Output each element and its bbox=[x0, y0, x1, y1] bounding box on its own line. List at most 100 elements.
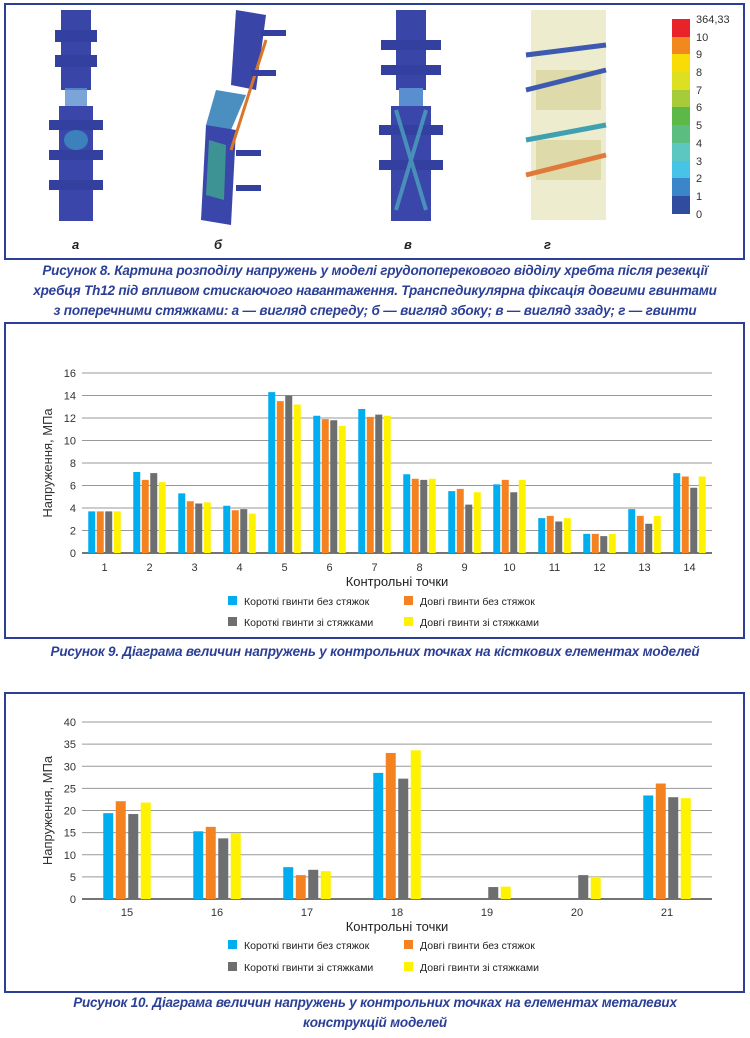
bar-4-series-2 bbox=[231, 510, 239, 553]
bar-19-series-4 bbox=[500, 886, 511, 899]
bar-4-series-1 bbox=[223, 505, 231, 553]
bar-16-series-2 bbox=[205, 826, 216, 899]
caption-line: Рисунок 8. Картина розподілу напружень у… bbox=[42, 263, 708, 278]
bar-5-series-3 bbox=[285, 395, 293, 553]
bar-12-series-1 bbox=[583, 533, 591, 553]
legend-label: Короткі гвинти без стяжок bbox=[244, 596, 370, 608]
y-tick-label: 8 bbox=[70, 458, 76, 470]
bar-3-series-2 bbox=[186, 501, 194, 553]
legend-label: Короткі гвинти зі стяжками bbox=[244, 617, 373, 629]
bar-16-series-4 bbox=[230, 833, 241, 899]
y-tick-label: 4 bbox=[70, 503, 76, 515]
figure-8-frame: а б в г 364,33 10 9 8 7 6 5 4 3 2 1 0 bbox=[4, 3, 745, 260]
y-tick-label: 0 bbox=[70, 548, 76, 560]
legend-swatch bbox=[404, 596, 413, 605]
x-tick-label: 20 bbox=[571, 907, 583, 919]
bar-10-series-2 bbox=[501, 479, 509, 553]
bar-12-series-2 bbox=[591, 533, 599, 553]
bar-14-series-2 bbox=[681, 476, 689, 553]
y-tick-label: 20 bbox=[64, 806, 76, 818]
panel-label-a: а bbox=[72, 237, 80, 252]
x-tick-label: 19 bbox=[481, 907, 493, 919]
colorbar-label: 364,33 bbox=[696, 14, 730, 26]
colorbar-label: 0 bbox=[696, 208, 703, 221]
y-tick-label: 35 bbox=[64, 739, 76, 751]
figure-10-caption: Рисунок 10. Діаграма величин напружень у… bbox=[0, 993, 750, 1033]
bar-20-series-4 bbox=[590, 876, 601, 899]
x-axis-label: Контрольні точки bbox=[346, 919, 449, 934]
bar-1-series-2 bbox=[96, 511, 104, 553]
colorbar-label: 4 bbox=[696, 137, 703, 150]
bar-4-series-3 bbox=[240, 509, 248, 553]
caption-line: конструкцій моделей bbox=[303, 1015, 447, 1030]
bar-7-series-1 bbox=[358, 409, 366, 553]
bar-8-series-1 bbox=[403, 474, 411, 553]
y-axis-label: Напруження, МПа bbox=[40, 408, 55, 518]
colorbar-segment bbox=[672, 19, 690, 37]
y-tick-label: 2 bbox=[70, 526, 76, 538]
bar-21-series-3 bbox=[668, 797, 679, 899]
y-tick-label: 6 bbox=[70, 481, 76, 493]
bar-9-series-3 bbox=[465, 504, 473, 553]
x-tick-label: 14 bbox=[683, 562, 695, 574]
bar-6-series-1 bbox=[313, 415, 321, 553]
y-tick-label: 16 bbox=[64, 368, 76, 380]
colorbar-label: 2 bbox=[696, 173, 703, 186]
bar-8-series-2 bbox=[411, 478, 419, 553]
bar-3-series-1 bbox=[178, 493, 186, 553]
bar-2-series-2 bbox=[141, 479, 149, 553]
x-tick-label: 2 bbox=[146, 562, 152, 574]
stress-colorbar bbox=[672, 19, 690, 214]
y-tick-label: 0 bbox=[70, 894, 76, 906]
y-tick-label: 14 bbox=[64, 391, 76, 403]
bar-13-series-1 bbox=[628, 509, 636, 553]
colorbar-segment bbox=[672, 36, 690, 55]
legend-label: Короткі гвинти без стяжок bbox=[244, 940, 370, 952]
bar-21-series-1 bbox=[643, 795, 654, 899]
x-tick-label: 11 bbox=[549, 562, 560, 574]
bar-13-series-4 bbox=[653, 515, 661, 553]
legend-swatch bbox=[228, 962, 237, 971]
colorbar-label: 5 bbox=[696, 120, 703, 133]
bar-2-series-4 bbox=[158, 482, 166, 553]
bar-8-series-4 bbox=[428, 478, 436, 553]
screws-view bbox=[525, 10, 607, 220]
colorbar-segment bbox=[672, 195, 690, 214]
bar-18-series-1 bbox=[373, 772, 384, 899]
bar-11-series-4 bbox=[563, 518, 571, 553]
bar-8-series-3 bbox=[420, 479, 428, 553]
bar-14-series-4 bbox=[698, 476, 706, 553]
y-tick-label: 25 bbox=[64, 783, 76, 795]
bar-10-series-3 bbox=[510, 492, 518, 553]
bar-2-series-1 bbox=[133, 472, 141, 553]
x-tick-label: 13 bbox=[638, 562, 650, 574]
bar-5-series-1 bbox=[268, 392, 276, 553]
bar-10-series-1 bbox=[493, 484, 501, 553]
bar-11-series-3 bbox=[555, 521, 563, 553]
bar-5-series-2 bbox=[276, 401, 284, 553]
y-tick-label: 10 bbox=[64, 436, 76, 448]
x-tick-label: 16 bbox=[211, 907, 223, 919]
bar-6-series-4 bbox=[338, 425, 346, 553]
bar-7-series-4 bbox=[383, 415, 391, 553]
x-tick-label: 7 bbox=[371, 562, 377, 574]
bar-13-series-2 bbox=[636, 515, 644, 553]
y-tick-label: 15 bbox=[64, 828, 76, 840]
bar-13-series-3 bbox=[645, 523, 653, 553]
colorbar-label: 7 bbox=[696, 84, 703, 97]
bar-11-series-1 bbox=[538, 518, 546, 553]
bar-17-series-4 bbox=[320, 871, 331, 899]
legend-swatch bbox=[404, 940, 413, 949]
bar-17-series-3 bbox=[308, 869, 319, 899]
colorbar-segment bbox=[672, 160, 690, 179]
caption-line: з поперечними стяжками: а — вигляд спере… bbox=[53, 303, 697, 318]
legend-swatch bbox=[228, 940, 237, 949]
bar-6-series-2 bbox=[321, 419, 329, 553]
bar-12-series-3 bbox=[600, 536, 608, 553]
bar-17-series-1 bbox=[283, 867, 294, 899]
x-tick-label: 4 bbox=[236, 562, 242, 574]
x-tick-label: 15 bbox=[121, 907, 133, 919]
bar-1-series-4 bbox=[113, 511, 121, 553]
bar-9-series-1 bbox=[448, 491, 456, 553]
